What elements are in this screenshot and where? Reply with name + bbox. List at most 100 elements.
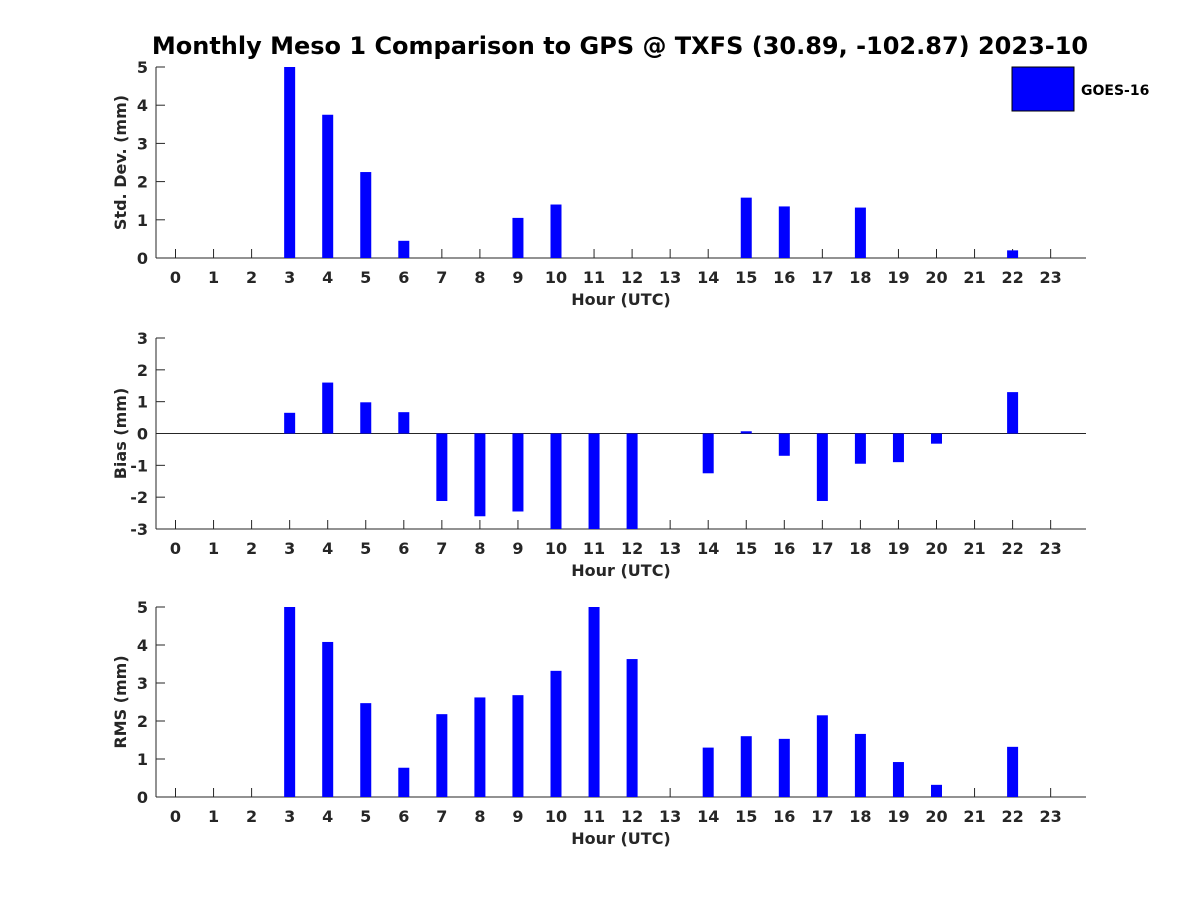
x-tick-label: 4 (322, 268, 333, 287)
x-tick-label: 20 (925, 539, 947, 558)
bar-hour-14 (702, 747, 714, 797)
y-tick-label: 5 (137, 58, 148, 77)
x-tick-label: 22 (1001, 268, 1023, 287)
x-tick-label: 9 (512, 807, 523, 826)
y-tick-label: 3 (137, 329, 148, 348)
x-tick-label: 6 (398, 268, 409, 287)
bar-hour-15 (740, 736, 752, 797)
x-tick-label: 23 (1040, 268, 1062, 287)
y-tick-label: 4 (137, 636, 148, 655)
bar-hour-19 (892, 433, 904, 463)
x-tick-label: 22 (1001, 807, 1023, 826)
legend-swatch (1011, 66, 1075, 112)
bar-hour-14 (702, 433, 714, 474)
bar-hour-4 (322, 114, 334, 258)
x-tick-label: 21 (963, 539, 985, 558)
x-tick-label: 18 (849, 268, 871, 287)
x-tick-label: 15 (735, 807, 757, 826)
x-tick-label: 12 (621, 539, 643, 558)
bar-hour-10 (550, 433, 562, 529)
y-tick-label: 1 (137, 393, 148, 412)
x-tick-label: 10 (545, 539, 567, 558)
x-tick-label: 8 (474, 268, 485, 287)
x-tick-label: 23 (1040, 807, 1062, 826)
y-tick-label: 3 (137, 134, 148, 153)
y-tick-label: 1 (137, 750, 148, 769)
bar-hour-16 (778, 206, 790, 258)
x-tick-label: 7 (436, 539, 447, 558)
x-tick-label: 20 (925, 807, 947, 826)
bar-hour-18 (854, 733, 866, 797)
y-tick-label: 4 (137, 96, 148, 115)
bar-hour-7 (436, 714, 448, 797)
x-tick-label: 5 (360, 539, 371, 558)
bar-hour-3 (284, 607, 296, 797)
bar-hour-8 (474, 697, 486, 797)
x-tick-label: 0 (170, 539, 181, 558)
y-tick-label: 0 (137, 249, 148, 268)
x-tick-label: 17 (811, 807, 833, 826)
y-tick-label: 1 (137, 211, 148, 230)
x-tick-label: 9 (512, 268, 523, 287)
x-tick-label: 18 (849, 807, 871, 826)
x-tick-label: 5 (360, 268, 371, 287)
bar-hour-3 (284, 412, 296, 434)
x-tick-label: 17 (811, 539, 833, 558)
bar-hour-12 (626, 659, 638, 797)
bar-hour-16 (778, 433, 790, 456)
x-tick-label: 13 (659, 539, 681, 558)
x-tick-label: 22 (1001, 539, 1023, 558)
bar-hour-4 (322, 382, 334, 434)
bar-hour-3 (284, 67, 296, 258)
legend-label: GOES-16 (1081, 83, 1149, 99)
x-tick-label: 3 (284, 807, 295, 826)
y-tick-label: 2 (137, 712, 148, 731)
x-tick-label: 8 (474, 807, 485, 826)
bar-hour-10 (550, 204, 562, 258)
chart-title: Monthly Meso 1 Comparison to GPS @ TXFS … (152, 32, 1088, 60)
bar-hour-18 (854, 207, 866, 258)
x-axis-label: Hour (UTC) (571, 290, 671, 309)
bar-hour-17 (816, 715, 828, 797)
x-tick-label: 14 (697, 268, 719, 287)
x-tick-label: 7 (436, 268, 447, 287)
bar-hour-10 (550, 670, 562, 797)
bar-hour-9 (512, 217, 524, 258)
x-tick-label: 23 (1040, 539, 1062, 558)
y-tick-label: 5 (137, 598, 148, 617)
x-tick-label: 6 (398, 807, 409, 826)
x-tick-label: 15 (735, 539, 757, 558)
bar-hour-4 (322, 641, 334, 797)
x-tick-label: 4 (322, 807, 333, 826)
x-tick-label: 12 (621, 807, 643, 826)
x-tick-label: 2 (246, 807, 257, 826)
bar-hour-5 (360, 402, 372, 434)
bar-hour-22 (1007, 250, 1019, 258)
bar-hour-15 (740, 431, 752, 434)
bar-hour-6 (398, 412, 410, 434)
bar-hour-15 (740, 197, 752, 258)
x-tick-label: 21 (963, 268, 985, 287)
y-tick-label: 2 (137, 361, 148, 380)
x-tick-label: 5 (360, 807, 371, 826)
bar-hour-17 (816, 433, 828, 501)
x-tick-label: 1 (208, 807, 219, 826)
x-tick-label: 13 (659, 268, 681, 287)
x-tick-label: 18 (849, 539, 871, 558)
x-tick-label: 8 (474, 539, 485, 558)
y-axis-label: RMS (mm) (111, 655, 130, 748)
bar-hour-20 (931, 784, 942, 797)
bar-hour-5 (360, 172, 372, 258)
y-tick-label: -1 (130, 456, 148, 475)
x-axis-label: Hour (UTC) (571, 561, 671, 580)
y-tick-label: 0 (137, 788, 148, 807)
x-tick-label: 16 (773, 807, 795, 826)
bar-hour-22 (1007, 746, 1019, 797)
x-tick-label: 2 (246, 268, 257, 287)
legend: GOES-16 (1011, 66, 1149, 112)
x-tick-label: 4 (322, 539, 333, 558)
bar-hour-5 (360, 703, 372, 797)
